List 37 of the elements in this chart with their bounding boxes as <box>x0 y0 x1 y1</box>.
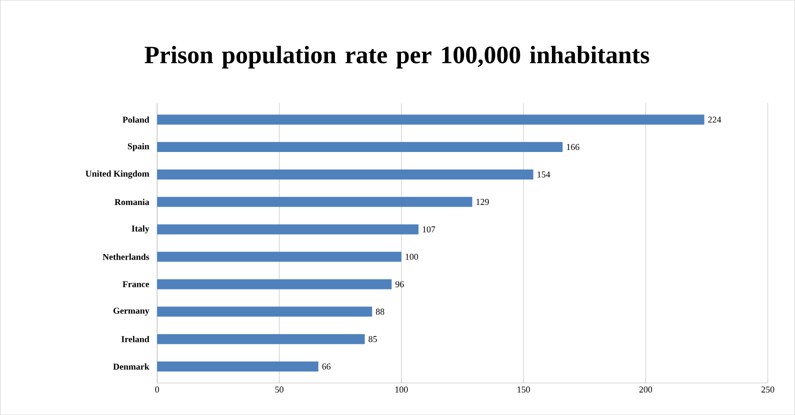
y-tick-label: Spain <box>128 142 150 152</box>
y-tick-label: United Kingdom <box>86 170 150 178</box>
y-tick-label: Denmark <box>113 363 150 370</box>
x-tick-label: 50 <box>275 386 284 392</box>
data-label: 100 <box>406 254 418 260</box>
bar <box>157 334 365 344</box>
bar <box>157 224 419 234</box>
y-tick-label: Romania <box>114 198 150 205</box>
bar <box>157 306 372 317</box>
data-label: 96 <box>395 281 404 288</box>
data-label: 224 <box>708 116 722 122</box>
x-tick-label: 100 <box>395 386 408 392</box>
data-label: 85 <box>368 336 377 342</box>
data-label: 154 <box>538 171 550 178</box>
bar <box>157 196 472 207</box>
bar <box>157 114 704 125</box>
y-tick-label: Germany <box>113 308 150 316</box>
chart-title: Prison population rate per 100,000 inhabitants <box>144 46 650 68</box>
y-tick-label: Netherlands <box>102 254 150 260</box>
data-label: 107 <box>422 226 436 232</box>
x-tick-label: 250 <box>761 386 774 392</box>
bar <box>157 142 563 152</box>
data-label: 66 <box>322 363 331 370</box>
bar <box>157 169 534 180</box>
data-label: 166 <box>566 144 580 150</box>
x-tick-label: 200 <box>639 386 652 392</box>
bar <box>157 279 392 290</box>
y-tick-label: Poland <box>122 116 150 123</box>
bar <box>157 252 402 262</box>
x-tick-label: 150 <box>518 386 530 392</box>
y-tick-label: Ireland <box>121 336 150 342</box>
data-label: 88 <box>376 308 384 315</box>
x-tick-label: 0 <box>155 386 160 392</box>
y-tick-label: Italy <box>132 225 150 234</box>
data-label: 129 <box>476 198 489 205</box>
bar <box>157 361 318 372</box>
y-tick-label: France <box>122 281 150 288</box>
